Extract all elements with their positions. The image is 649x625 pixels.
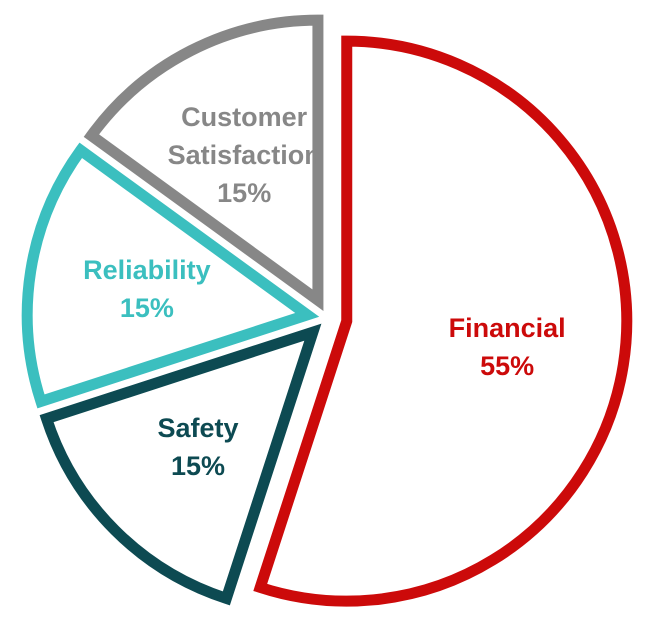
value-label: 15% — [170, 450, 226, 481]
pie-slice — [253, 35, 633, 607]
value-label: 15% — [217, 178, 272, 209]
slice-label: Safety 15% — [157, 409, 238, 485]
slice-label: Financial 55% — [449, 309, 566, 385]
category-label: Financial — [448, 312, 566, 343]
pie-slice — [83, 14, 324, 311]
category-label: Customer Satisfaction — [167, 102, 321, 171]
slice-label: Customer Satisfaction 15% — [144, 98, 344, 212]
pie-slice — [21, 142, 320, 409]
category-label: Safety — [157, 412, 239, 443]
value-label: 15% — [119, 293, 174, 324]
value-label: 55% — [480, 350, 535, 381]
category-label: Reliability — [83, 255, 211, 286]
slice-label: Reliability 15% — [83, 251, 211, 327]
pie-slice — [39, 323, 322, 606]
